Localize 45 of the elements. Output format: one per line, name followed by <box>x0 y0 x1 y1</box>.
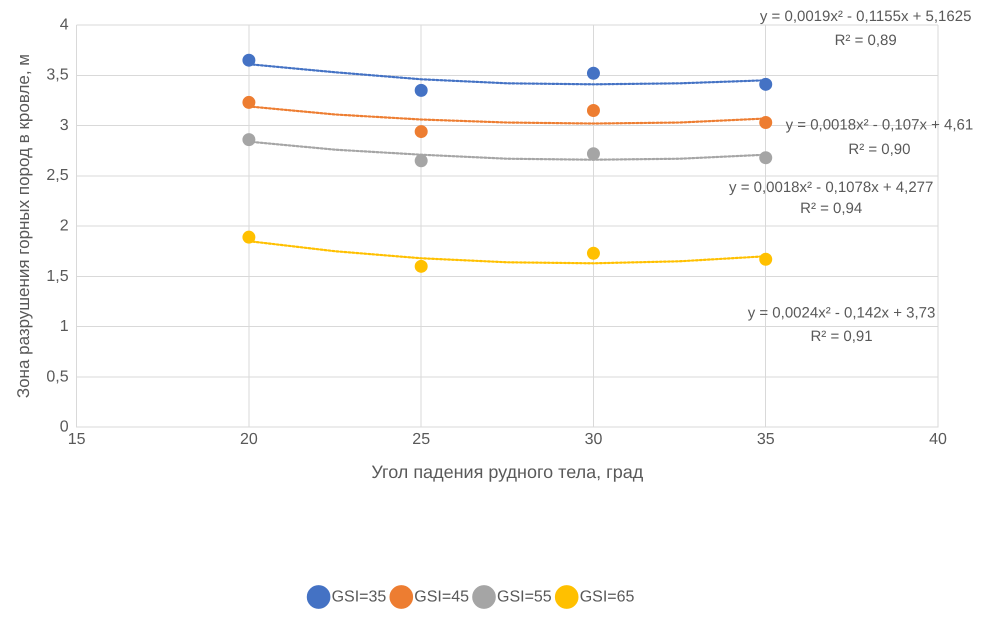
annotation: R² = 0,91 <box>810 328 873 345</box>
annotation: y = 0,0018x² - 0,107x + 4,61 <box>786 116 974 134</box>
point <box>586 104 600 117</box>
y-tick-label: 0 <box>60 418 69 436</box>
point <box>242 96 256 109</box>
x-tick-label: 20 <box>240 431 258 448</box>
y-tick-label: 2,5 <box>46 167 69 184</box>
point <box>759 116 772 130</box>
point <box>586 147 600 160</box>
x-tick-label: 25 <box>412 431 430 448</box>
y-axis-title: Зона разрушения горных пород в кровле, м <box>14 54 33 398</box>
point <box>586 246 600 260</box>
annotation: y = 0,0018x² - 0,1078x + 4,277 <box>729 179 934 196</box>
x-tick-label: 15 <box>68 431 86 448</box>
y-tick-label: 3,5 <box>46 66 69 84</box>
point <box>759 252 772 266</box>
point <box>586 66 600 80</box>
point <box>759 151 772 164</box>
y-tick-label: 1,5 <box>46 268 69 285</box>
point <box>414 84 428 97</box>
x-tick-label: 30 <box>584 431 602 448</box>
point <box>414 125 428 138</box>
annotation: y = 0,0024x² - 0,142x + 3,73 <box>748 304 936 322</box>
x-tick-label: 35 <box>756 431 775 448</box>
annotation: R² = 0,89 <box>834 32 897 50</box>
point <box>242 54 256 67</box>
y-tick-label: 3 <box>60 116 69 134</box>
y-tick-label: 1 <box>60 318 69 336</box>
y-tick-label: 2 <box>60 218 69 235</box>
point <box>414 260 428 273</box>
legend-label: GSI=45 <box>414 588 470 606</box>
y-tick-label: 4 <box>60 16 69 34</box>
legend-label: GSI=35 <box>332 588 386 606</box>
point <box>242 133 256 146</box>
point <box>759 78 772 91</box>
x-tick-label: 40 <box>929 431 947 448</box>
legend-label: GSI=65 <box>580 588 635 606</box>
legend-label: GSI=55 <box>497 588 552 606</box>
x-axis-title: Угол падения рудного тела, град <box>371 462 644 482</box>
text: y = 0,0019x² - 0,1155x + 5,1625 <box>760 8 972 26</box>
point <box>414 154 428 168</box>
y-tick-label: 0,5 <box>46 368 69 386</box>
point <box>242 230 256 244</box>
annotation: R² = 0,90 <box>848 140 910 158</box>
annotation: R² = 0,94 <box>800 200 862 218</box>
